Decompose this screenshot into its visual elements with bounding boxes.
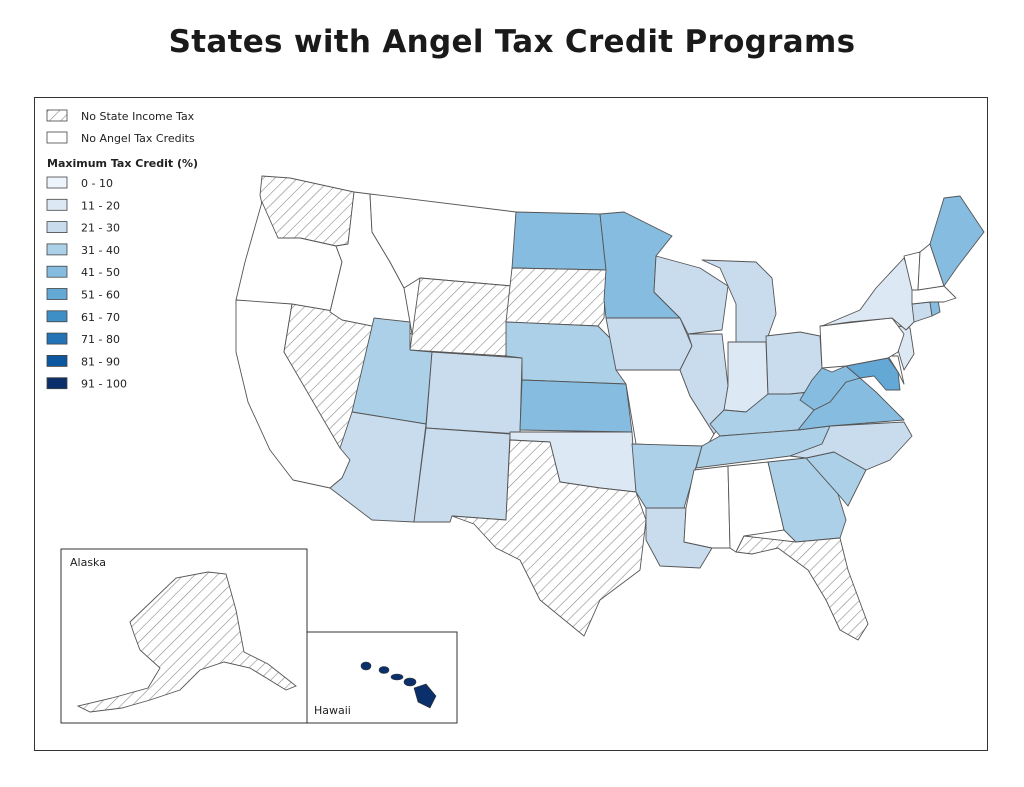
legend-swatch-91-100 [46, 377, 68, 390]
state-new-mexico [413, 427, 511, 523]
legend-class-label: 41 - 50 [81, 266, 120, 279]
legend-class-label: 31 - 40 [81, 244, 120, 257]
state-wyoming [409, 277, 513, 357]
legend-class-label: 91 - 100 [81, 378, 127, 391]
state-alaska [76, 571, 297, 713]
inset-alaska-label: Alaska [70, 556, 106, 569]
state-south-dakota [505, 267, 607, 327]
legend-classes: 0 - 10 11 - 20 21 - 30 31 - 40 41 - 50 51 - 6… [46, 176, 127, 391]
legend-swatch-21-30 [46, 221, 68, 234]
legend-class-label: 11 - 20 [81, 199, 120, 212]
legend-swatch-11-20 [46, 198, 68, 211]
legend-swatch-hatch [46, 109, 68, 122]
state-new-york [821, 257, 919, 331]
legend-class-label: 71 - 80 [81, 333, 120, 346]
legend-swatch-71-80 [46, 332, 68, 345]
state-north-carolina [789, 421, 913, 471]
legend-scale-title: Maximum Tax Credit (%) [47, 157, 198, 170]
states-layer [235, 175, 985, 641]
legend-class-label: 0 - 10 [81, 177, 113, 190]
legend-swatch-31-40 [46, 243, 68, 256]
legend-label-no-credits: No Angel Tax Credits [81, 132, 195, 145]
legend-swatch-41-50 [46, 265, 68, 278]
inset-hawaii-label: Hawaii [314, 704, 351, 717]
legend: No State Income Tax No Angel Tax Credits… [46, 109, 198, 391]
legend-class-label: 61 - 70 [81, 311, 120, 324]
legend-swatch-61-70 [46, 310, 68, 323]
state-hawaii [360, 661, 437, 709]
legend-swatch-0-10 [46, 176, 68, 189]
map-title: States with Angel Tax Credit Programs [168, 24, 856, 60]
state-texas [451, 439, 647, 637]
legend-class-label: 81 - 90 [81, 355, 120, 368]
state-maine [929, 195, 985, 287]
state-north-dakota [511, 211, 607, 271]
legend-class-label: 51 - 60 [81, 289, 120, 302]
map-frame [34, 97, 988, 751]
state-florida [735, 535, 869, 641]
legend-swatch-81-90 [46, 354, 68, 367]
legend-class-label: 21 - 30 [81, 222, 120, 235]
state-maryland [845, 357, 901, 391]
inset-hawaii-frame [306, 631, 458, 724]
state-connecticut [911, 301, 933, 323]
state-pennsylvania [819, 317, 905, 369]
legend-swatch-none [46, 131, 68, 144]
state-illinois [679, 333, 729, 435]
state-delaware [887, 355, 905, 385]
inset-alaska: Alaska [60, 548, 308, 724]
state-iowa [605, 317, 693, 371]
legend-label-no-income-tax: No State Income Tax [81, 110, 195, 123]
legend-swatch-51-60 [46, 288, 68, 300]
state-kansas [519, 379, 633, 433]
state-colorado [425, 351, 523, 435]
state-nebraska [505, 321, 627, 385]
state-wisconsin [653, 255, 729, 335]
inset-hawaii: Hawaii [306, 631, 458, 724]
